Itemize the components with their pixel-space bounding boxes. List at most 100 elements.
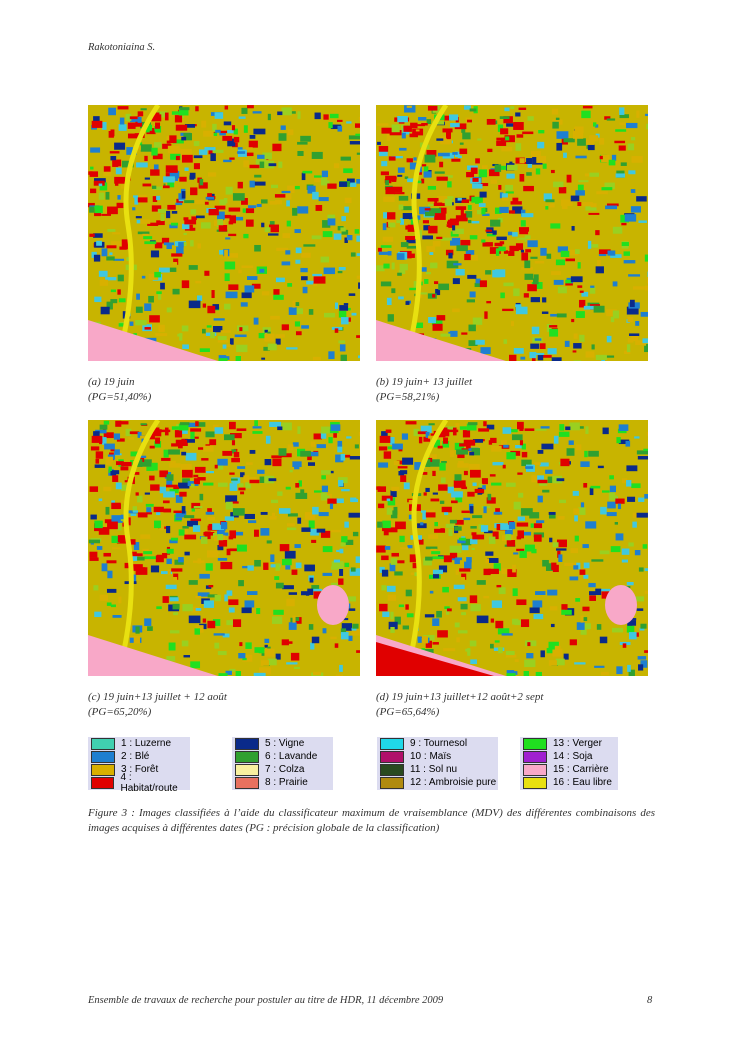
land-patch <box>443 648 456 652</box>
land-patch <box>508 521 516 530</box>
land-patch <box>594 665 605 668</box>
land-patch <box>89 206 97 213</box>
land-patch <box>454 622 460 628</box>
land-patch <box>501 440 507 445</box>
land-patch <box>604 116 611 120</box>
land-patch <box>166 210 171 219</box>
land-patch <box>155 555 164 563</box>
land-patch <box>183 133 193 141</box>
land-patch <box>129 321 134 326</box>
land-patch <box>409 162 418 170</box>
land-patch <box>573 508 580 515</box>
land-patch <box>481 478 488 485</box>
land-patch <box>238 487 246 491</box>
land-patch <box>322 231 333 238</box>
land-patch <box>536 155 546 163</box>
land-patch <box>483 595 490 599</box>
land-patch <box>467 648 471 656</box>
land-patch <box>284 550 296 559</box>
land-patch <box>399 470 408 475</box>
land-patch <box>558 554 563 562</box>
land-patch <box>115 482 122 490</box>
land-patch <box>297 426 301 434</box>
land-patch <box>223 434 235 441</box>
land-patch <box>577 285 583 288</box>
land-patch <box>624 350 631 355</box>
land-patch <box>580 628 587 635</box>
land-patch <box>94 611 102 618</box>
land-patch <box>169 267 177 272</box>
land-patch <box>391 262 395 270</box>
land-patch <box>184 219 197 225</box>
land-patch <box>520 249 524 253</box>
land-patch <box>626 480 632 487</box>
legend-label: 3 : Forêt <box>121 764 159 775</box>
land-patch <box>423 225 430 231</box>
urban-zone <box>376 642 494 676</box>
land-patch <box>461 538 472 546</box>
land-patch <box>320 530 331 538</box>
land-patch <box>451 158 461 162</box>
land-patch <box>156 606 162 610</box>
land-patch <box>129 431 140 435</box>
land-patch <box>99 424 108 430</box>
land-patch <box>247 105 254 109</box>
land-patch <box>636 608 644 611</box>
land-patch <box>217 557 228 561</box>
land-patch <box>431 551 441 555</box>
land-patch <box>129 554 138 561</box>
river <box>115 105 161 361</box>
land-patch <box>318 197 329 202</box>
land-patch <box>237 466 246 469</box>
land-patch <box>126 147 137 155</box>
land-patch <box>326 180 330 185</box>
land-patch <box>379 603 388 612</box>
land-patch <box>308 309 314 315</box>
land-patch <box>627 496 636 502</box>
land-patch <box>327 183 337 189</box>
land-patch <box>225 501 233 510</box>
land-patch <box>153 506 164 513</box>
land-patch <box>547 589 558 596</box>
land-patch <box>264 333 275 342</box>
land-patch <box>465 211 473 218</box>
land-patch <box>273 294 284 300</box>
land-patch <box>459 148 468 155</box>
legend-swatch <box>380 776 404 789</box>
land-patch <box>382 520 391 529</box>
land-patch <box>281 422 292 431</box>
land-patch <box>451 491 463 498</box>
page-number: 8 <box>647 995 653 1006</box>
land-patch <box>212 619 221 626</box>
land-patch <box>172 603 180 610</box>
land-patch <box>281 558 292 566</box>
land-patch <box>614 522 618 525</box>
land-patch <box>312 191 319 200</box>
land-patch <box>579 334 585 342</box>
land-patch <box>352 531 359 537</box>
land-patch <box>268 163 277 167</box>
land-patch <box>585 351 595 358</box>
land-patch <box>189 175 195 180</box>
land-patch <box>93 254 101 262</box>
land-patch <box>564 562 577 567</box>
land-patch <box>638 567 644 572</box>
land-patch <box>243 233 249 239</box>
land-patch <box>573 360 582 361</box>
land-patch <box>393 506 398 515</box>
land-patch <box>131 553 143 557</box>
land-patch <box>548 641 559 650</box>
land-patch <box>574 662 586 665</box>
land-patch <box>377 247 382 252</box>
land-patch <box>377 548 383 552</box>
land-patch <box>425 512 436 518</box>
land-patch <box>424 154 436 163</box>
land-patch <box>182 344 189 350</box>
land-patch <box>558 187 567 194</box>
land-patch <box>183 241 187 246</box>
land-patch <box>537 141 545 149</box>
land-patch <box>202 303 207 308</box>
land-patch <box>166 656 176 662</box>
land-patch <box>418 116 427 121</box>
land-patch <box>321 426 332 434</box>
